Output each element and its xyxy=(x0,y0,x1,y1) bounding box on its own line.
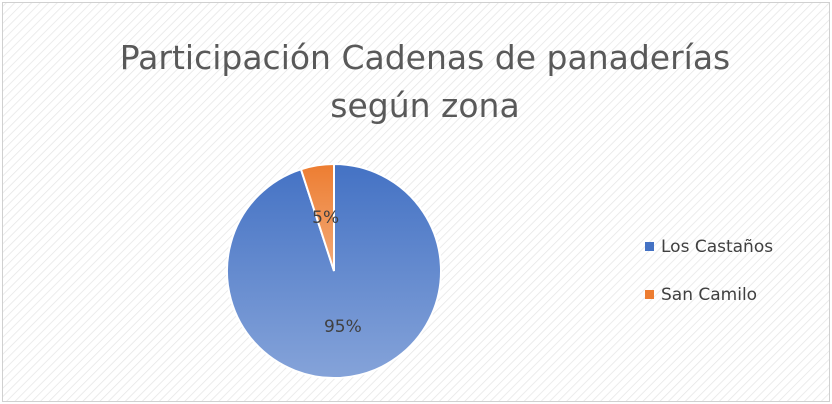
data-label: 95% xyxy=(324,317,362,337)
legend-marker xyxy=(645,290,654,299)
chart-title: Participación Cadenas de panaderías segú… xyxy=(119,38,731,125)
data-label: 5% xyxy=(312,208,339,228)
legend-marker xyxy=(645,242,654,251)
legend-label: Los Castaños xyxy=(661,237,773,257)
pie-slice xyxy=(299,162,335,272)
legend-label: San Camilo xyxy=(661,285,757,305)
pie-slice xyxy=(226,162,442,379)
